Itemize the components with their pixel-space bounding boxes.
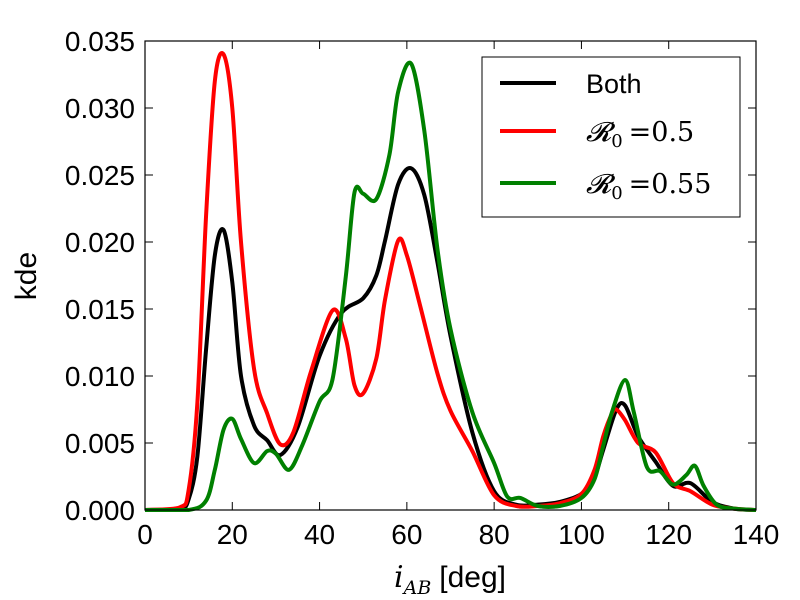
y-tick-label: 0.005 <box>65 428 135 459</box>
plot-frame <box>144 40 757 511</box>
series-line-r0-0.55 <box>145 60 757 512</box>
x-tick-label: 20 <box>217 519 248 550</box>
y-tick-label: 0.025 <box>65 160 135 191</box>
x-axis-label-unit: [deg] <box>439 561 506 594</box>
x-tick-label: 0 <box>137 519 153 550</box>
y-axis-label: kde <box>10 252 43 300</box>
series-line-r0-0.5 <box>144 51 757 512</box>
y-tick-label: 0.000 <box>65 495 135 526</box>
y-tick-label: 0.030 <box>65 93 135 124</box>
legend-r0-value: =0.55 <box>629 169 712 200</box>
legend-r0-value: =0.5 <box>629 117 695 148</box>
y-tick-label: 0.020 <box>65 227 135 258</box>
axis-ticks: 0 20 40 60 80 100 120 140 0.000 0.005 0.010 0.015 0.… <box>65 26 779 550</box>
x-tick-label: 140 <box>733 519 780 550</box>
legend-r0-sub: 0 <box>611 131 622 152</box>
x-tick-label: 120 <box>645 519 692 550</box>
series-lines <box>144 51 757 512</box>
legend-label-r0-0.5: 𝓡0 =0.5 <box>586 117 694 152</box>
x-tick-label: 100 <box>558 519 605 550</box>
x-tick-label: 40 <box>304 519 335 550</box>
series-line-both <box>144 166 757 512</box>
legend-label-both: Both <box>586 69 642 99</box>
legend-r0-symbol: 𝓡 <box>586 169 616 200</box>
legend: Both 𝓡0 =0.5 𝓡0 =0.55 <box>481 56 741 218</box>
x-axis-label-var: i <box>394 560 404 595</box>
y-tick-label: 0.035 <box>65 26 135 57</box>
legend-label-r0-0.55: 𝓡0 =0.55 <box>586 169 711 204</box>
x-axis-label-sub: AB <box>402 577 432 599</box>
legend-r0-symbol: 𝓡 <box>586 117 616 148</box>
y-tick-label: 0.010 <box>65 361 135 392</box>
y-tick-label: 0.015 <box>65 294 135 325</box>
x-tick-label: 80 <box>479 519 510 550</box>
x-tick-label: 60 <box>391 519 422 550</box>
x-axis-label: iAB [deg] <box>394 560 506 599</box>
legend-r0-sub: 0 <box>611 183 622 204</box>
